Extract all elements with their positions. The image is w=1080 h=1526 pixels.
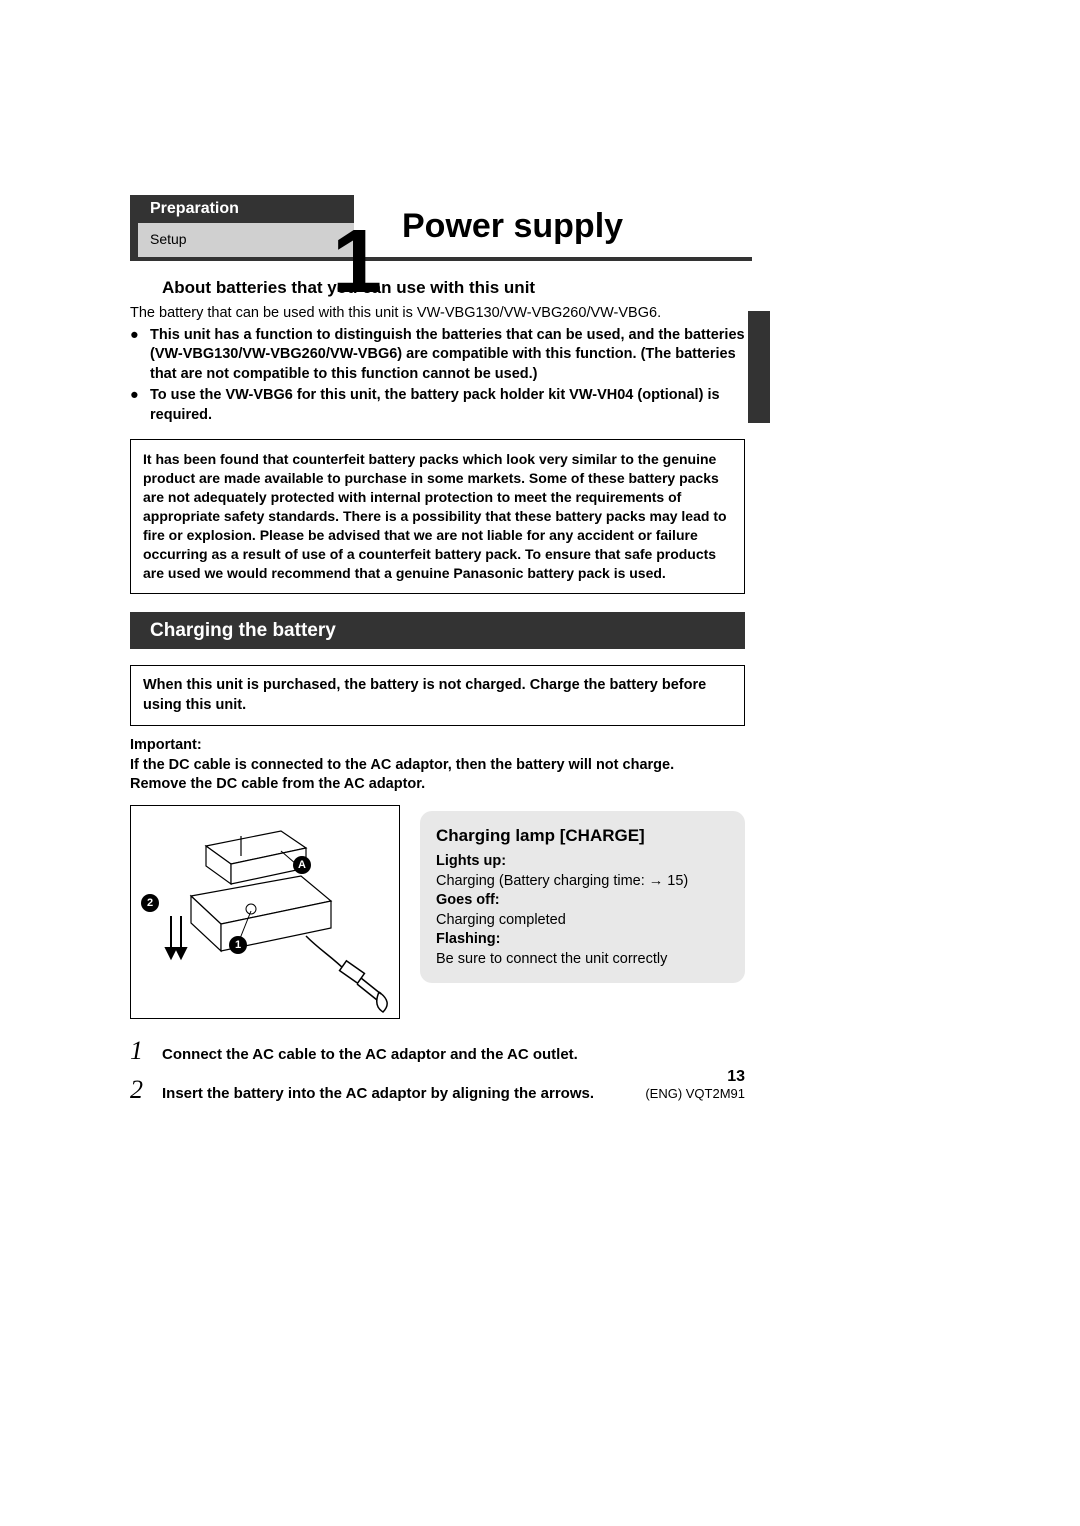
lights-up-text: Charging (Battery charging time: → 15) <box>436 872 729 892</box>
thumb-index-tab <box>748 311 770 423</box>
category-bar: Preparation <box>138 195 354 223</box>
important-label: Important: <box>130 736 745 756</box>
about-bullet-1: ● This unit has a function to distinguis… <box>130 326 745 385</box>
lights-up-label: Lights up: <box>436 852 729 872</box>
section-heading-bar: Charging the battery <box>130 612 745 650</box>
step-1-text: Connect the AC cable to the AC adaptor a… <box>162 1045 578 1065</box>
subcategory-label: Setup <box>150 231 187 247</box>
header-left-block: Preparation Setup 1 <box>130 195 354 257</box>
bullet-dot: ● <box>130 326 150 385</box>
charger-diagram: A 1 2 <box>130 805 400 1019</box>
flashing-text: Be sure to connect the unit correctly <box>436 950 729 970</box>
manual-page: Preparation Setup 1 Power supply About b… <box>130 195 745 1111</box>
page-header: Preparation Setup 1 Power supply <box>130 195 745 257</box>
page-number: 13 <box>130 1068 745 1086</box>
about-heading: About batteries that you can use with th… <box>162 277 745 300</box>
diagram-label-2: 2 <box>141 894 159 912</box>
setup-area: Setup 1 <box>138 223 354 257</box>
bullet-text-2: To use the VW-VBG6 for this unit, the ba… <box>150 386 745 425</box>
bullet-dot: ● <box>130 386 150 425</box>
about-intro: The battery that can be used with this u… <box>130 304 745 324</box>
header-underline <box>130 257 752 261</box>
charging-lamp-box: Charging lamp [CHARGE] Lights up: Chargi… <box>420 811 745 983</box>
charge-notice-box: When this unit is purchased, the battery… <box>130 665 745 726</box>
important-block: Important: If the DC cable is connected … <box>130 736 745 795</box>
counterfeit-warning-box: It has been found that counterfeit batte… <box>130 439 745 593</box>
diagram-label-a: A <box>293 856 311 874</box>
charging-lamp-title: Charging lamp [CHARGE] <box>436 825 729 848</box>
chapter-number: 1 <box>332 217 382 307</box>
title-area: Power supply <box>354 195 745 257</box>
flashing-label: Flashing: <box>436 930 729 950</box>
document-code: (ENG) VQT2M91 <box>130 1086 745 1101</box>
about-bullet-2: ● To use the VW-VBG6 for this unit, the … <box>130 386 745 425</box>
bullet-text-1: This unit has a function to distinguish … <box>150 326 745 385</box>
important-line-1: If the DC cable is connected to the AC a… <box>130 756 745 776</box>
step-1-number: 1 <box>130 1033 152 1068</box>
goes-off-label: Goes off: <box>436 891 729 911</box>
important-line-2: Remove the DC cable from the AC adaptor. <box>130 775 745 795</box>
goes-off-text: Charging completed <box>436 911 729 931</box>
diagram-row: A 1 2 Charging lamp [CHARGE] Lights up: … <box>130 805 745 1019</box>
diagram-label-1: 1 <box>229 936 247 954</box>
charger-illustration-svg <box>131 806 400 1019</box>
step-1: 1 Connect the AC cable to the AC adaptor… <box>130 1033 745 1068</box>
content-body: About batteries that you can use with th… <box>130 277 745 1107</box>
page-footer: 13 (ENG) VQT2M91 <box>130 1068 745 1101</box>
page-title: Power supply <box>402 207 623 246</box>
